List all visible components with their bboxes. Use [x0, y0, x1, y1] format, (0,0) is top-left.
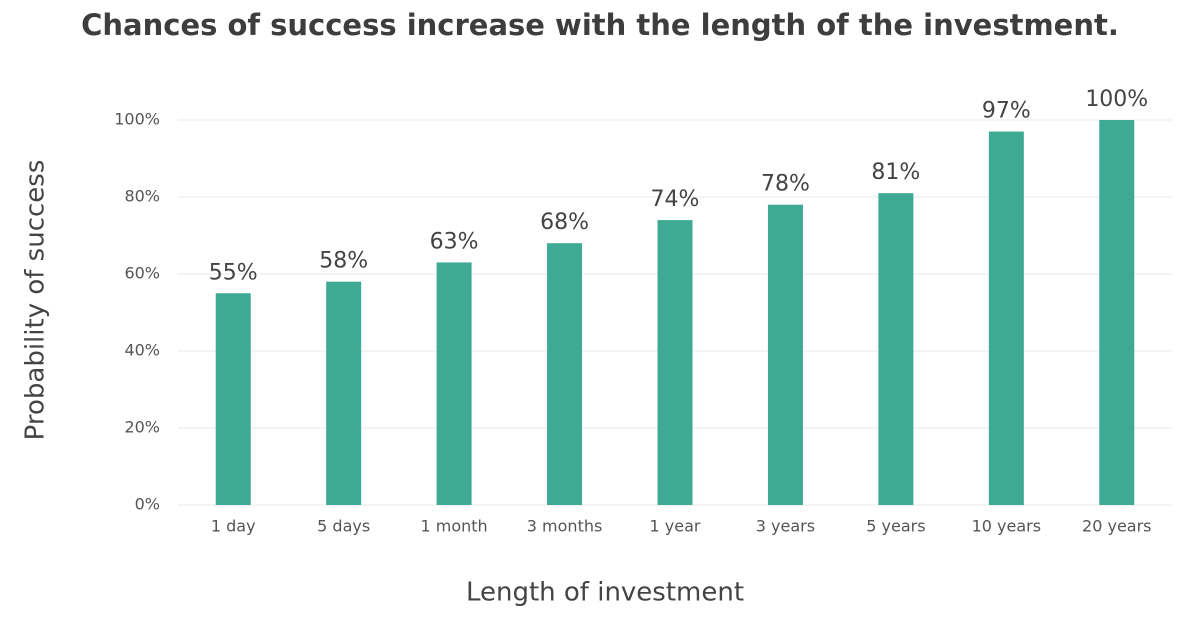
- value-label: 74%: [651, 187, 700, 212]
- value-label: 58%: [319, 249, 368, 274]
- value-label: 68%: [540, 210, 589, 235]
- x-tick-label: 1 year: [650, 517, 701, 536]
- x-tick-label: 10 years: [972, 517, 1041, 536]
- y-axis-title: Probability of success: [21, 160, 51, 441]
- chart-title: Chances of success increase with the len…: [81, 8, 1119, 42]
- x-tick-label: 3 years: [756, 517, 815, 536]
- x-tick-label: 3 months: [527, 517, 603, 536]
- bar: [215, 293, 251, 505]
- value-label: 81%: [871, 160, 920, 185]
- x-axis-title: Length of investment: [466, 578, 744, 608]
- y-tick-label: 40%: [124, 341, 160, 360]
- value-label: 100%: [1085, 87, 1148, 112]
- bar: [547, 243, 583, 505]
- x-tick-label: 1 day: [211, 517, 256, 536]
- value-label: 78%: [761, 172, 810, 197]
- value-label: 97%: [982, 99, 1031, 124]
- y-tick-label: 0%: [135, 495, 160, 514]
- y-tick-label: 60%: [124, 264, 160, 283]
- bar: [436, 262, 472, 505]
- bar: [878, 193, 914, 505]
- x-tick-label: 1 month: [421, 517, 488, 536]
- x-tick-label: 20 years: [1082, 517, 1151, 536]
- x-tick-label: 5 days: [317, 517, 370, 536]
- bar: [1099, 120, 1135, 505]
- bar: [988, 131, 1024, 506]
- y-tick-label: 100%: [114, 110, 160, 129]
- x-tick-label: 5 years: [866, 517, 925, 536]
- value-label: 55%: [209, 260, 258, 285]
- bar: [657, 220, 693, 505]
- value-label: 63%: [430, 229, 479, 254]
- bar: [326, 281, 362, 505]
- y-tick-label: 20%: [124, 418, 160, 437]
- bar: [767, 204, 803, 505]
- y-tick-label: 80%: [124, 187, 160, 206]
